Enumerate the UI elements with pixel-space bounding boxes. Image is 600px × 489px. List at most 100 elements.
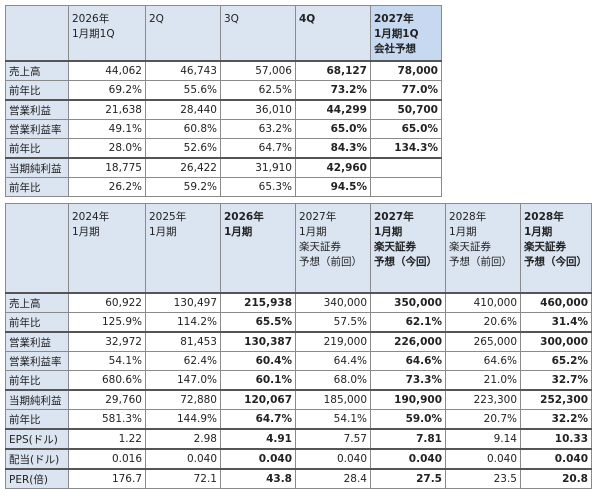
cell: 300,000 xyxy=(520,331,592,352)
cell: 81,453 xyxy=(145,331,221,352)
column-header: 2026年 1月期1Q xyxy=(68,5,146,62)
row-label: 営業利益率 xyxy=(5,119,69,139)
empty-cell xyxy=(370,177,442,197)
cell: 130,387 xyxy=(220,331,296,352)
cell: 18,775 xyxy=(68,157,146,178)
cell: 0.040 xyxy=(520,448,592,470)
cell: 32.7% xyxy=(520,370,592,391)
cell: 144.9% xyxy=(145,409,221,430)
row-label: 前年比 xyxy=(5,80,69,101)
column-header: 2026年 1月期 xyxy=(220,203,296,294)
cell: 0.040 xyxy=(445,448,521,470)
cell: 31,910 xyxy=(220,157,296,178)
cell: 77.0% xyxy=(370,80,442,101)
cell: 21,638 xyxy=(68,99,146,120)
cell: 44,299 xyxy=(295,99,371,120)
cell: 7.81 xyxy=(370,428,446,450)
cell: 32,972 xyxy=(68,331,146,352)
cell: 1.22 xyxy=(68,428,146,450)
cell: 410,000 xyxy=(445,292,521,313)
cell: 21.0% xyxy=(445,370,521,391)
cell: 46,743 xyxy=(145,60,221,81)
empty-cell xyxy=(370,157,442,178)
row-label: 売上高 xyxy=(5,292,69,313)
data-row: 前年比 28.0% 52.6% 64.7% 84.3% 134.3% xyxy=(5,138,442,159)
column-header: 4Q xyxy=(295,5,371,62)
cell: 73.3% xyxy=(370,370,446,391)
data-row: 当期純利益 18,775 26,422 31,910 42,960 xyxy=(5,157,442,178)
annual-table: 2024年 1月期 2025年 1月期 2026年 1月期 2027年 1月期 楽天証… xyxy=(5,203,592,489)
cell: 72,880 xyxy=(145,389,221,410)
cell: 68,127 xyxy=(295,60,371,81)
cell: 4.91 xyxy=(220,428,296,450)
cell: 59.2% xyxy=(145,177,221,197)
data-row: 前年比 125.9% 114.2% 65.5% 57.5% 62.1% 20.6% 31.4% xyxy=(5,312,592,333)
cell: 62.5% xyxy=(220,80,296,101)
row-label: EPS(ドル) xyxy=(5,428,69,450)
data-row: PER(倍) 176.7 72.1 43.8 28.4 27.5 23.5 20.8 xyxy=(5,468,592,489)
cell: 60,922 xyxy=(68,292,146,313)
cell: 125.9% xyxy=(68,312,146,333)
cell: 680.6% xyxy=(68,370,146,391)
cell: 26.2% xyxy=(68,177,146,197)
row-label: 前年比 xyxy=(5,409,69,430)
cell: 31.4% xyxy=(520,312,592,333)
cell: 215,938 xyxy=(220,292,296,313)
cell: 64.4% xyxy=(295,351,371,371)
cell: 65.3% xyxy=(220,177,296,197)
cell: 44,062 xyxy=(68,60,146,81)
cell: 59.0% xyxy=(370,409,446,430)
cell: 84.3% xyxy=(295,138,371,159)
row-label: 営業利益 xyxy=(5,99,69,120)
cell: 130,497 xyxy=(145,292,221,313)
row-label: 当期純利益 xyxy=(5,389,69,410)
cell: 65.5% xyxy=(220,312,296,333)
row-label: PER(倍) xyxy=(5,468,69,489)
cell: 20.8 xyxy=(520,468,592,489)
header-row: 2024年 1月期 2025年 1月期 2026年 1月期 2027年 1月期 楽天証… xyxy=(5,203,592,294)
cell: 78,000 xyxy=(370,60,442,81)
cell: 68.0% xyxy=(295,370,371,391)
cell: 49.1% xyxy=(68,119,146,139)
cell: 265,000 xyxy=(445,331,521,352)
cell: 252,300 xyxy=(520,389,592,410)
cell: 223,300 xyxy=(445,389,521,410)
data-row: 配当(ドル) 0.016 0.040 0.040 0.040 0.040 0.040 0.04… xyxy=(5,448,592,470)
cell: 54.1% xyxy=(68,351,146,371)
cell: 54.1% xyxy=(295,409,371,430)
data-row: 営業利益 21,638 28,440 36,010 44,299 50,700 xyxy=(5,99,442,120)
data-row: EPS(ドル) 1.22 2.98 4.91 7.57 7.81 9.14 10.33 xyxy=(5,428,592,450)
column-header: 2027年 1月期 楽天証券 予想（前回） xyxy=(295,203,371,294)
cell: 219,000 xyxy=(295,331,371,352)
column-header: 2028年 1月期 楽天証券 予想（今回） xyxy=(520,203,592,294)
cell: 52.6% xyxy=(145,138,221,159)
cell: 57.5% xyxy=(295,312,371,333)
corner-cell xyxy=(5,203,69,294)
row-label: 前年比 xyxy=(5,177,69,197)
column-header: 2025年 1月期 xyxy=(145,203,221,294)
data-row: 当期純利益 29,760 72,880 120,067 185,000 190,900 22… xyxy=(5,389,592,410)
row-label: 当期純利益 xyxy=(5,157,69,178)
cell: 64.7% xyxy=(220,409,296,430)
cell: 32.2% xyxy=(520,409,592,430)
cell: 176.7 xyxy=(68,468,146,489)
cell: 65.0% xyxy=(295,119,371,139)
cell: 28,440 xyxy=(145,99,221,120)
row-label: 前年比 xyxy=(5,312,69,333)
cell: 73.2% xyxy=(295,80,371,101)
cell: 42,960 xyxy=(295,157,371,178)
cell: 27.5 xyxy=(370,468,446,489)
cell: 226,000 xyxy=(370,331,446,352)
column-header: 3Q xyxy=(220,5,296,62)
cell: 57,006 xyxy=(220,60,296,81)
quarterly-table: 2026年 1月期1Q 2Q 3Q 4Q 2027年 1月期1Q 会社予想 売上高 44,0… xyxy=(5,5,442,197)
row-label: 売上高 xyxy=(5,60,69,81)
row-label: 営業利益 xyxy=(5,331,69,352)
cell: 63.2% xyxy=(220,119,296,139)
cell: 20.7% xyxy=(445,409,521,430)
cell: 69.2% xyxy=(68,80,146,101)
data-row: 前年比 69.2% 55.6% 62.5% 73.2% 77.0% xyxy=(5,80,442,101)
cell: 114.2% xyxy=(145,312,221,333)
cell: 64.6% xyxy=(445,351,521,371)
cell: 0.016 xyxy=(68,448,146,470)
